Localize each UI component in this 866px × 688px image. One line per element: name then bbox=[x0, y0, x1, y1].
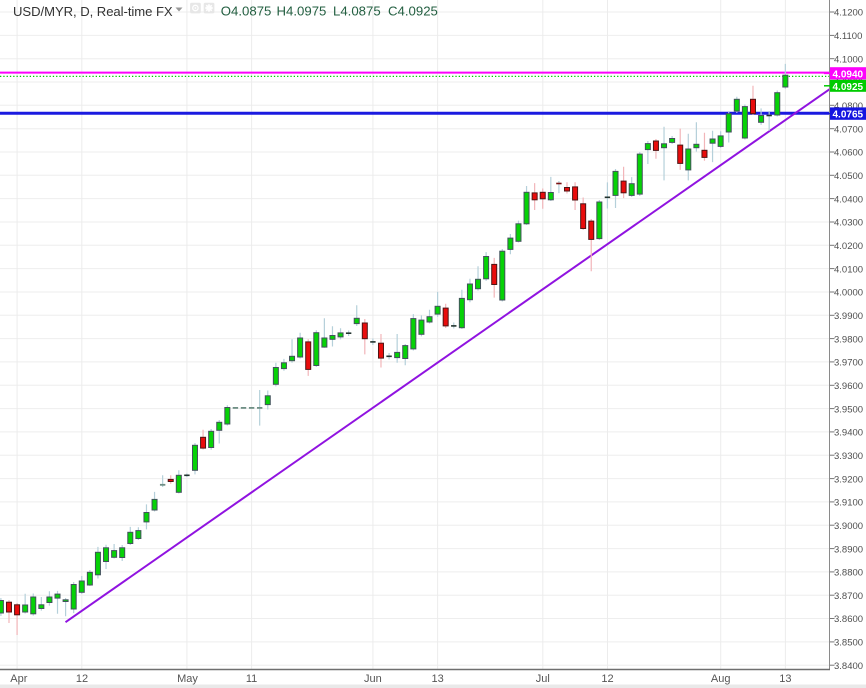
svg-text:11: 11 bbox=[246, 673, 257, 685]
svg-text:O4.0875: O4.0875 bbox=[221, 4, 272, 19]
svg-text:4.0500: 4.0500 bbox=[834, 171, 863, 182]
svg-text:3.8600: 3.8600 bbox=[834, 614, 863, 625]
svg-text:Apr: Apr bbox=[10, 673, 27, 685]
svg-text:3.8500: 3.8500 bbox=[834, 638, 863, 649]
svg-text:4.0925: 4.0925 bbox=[833, 82, 864, 93]
svg-text:3.9200: 3.9200 bbox=[834, 474, 863, 485]
svg-text:4.0600: 4.0600 bbox=[834, 148, 863, 159]
svg-text:3.9000: 3.9000 bbox=[834, 521, 863, 532]
svg-text:4.0800: 4.0800 bbox=[834, 101, 863, 112]
svg-text:4.0100: 4.0100 bbox=[834, 264, 863, 275]
svg-text:3.9700: 3.9700 bbox=[834, 358, 863, 369]
svg-text:4.0940: 4.0940 bbox=[833, 69, 864, 80]
svg-text:4.1000: 4.1000 bbox=[834, 54, 863, 65]
svg-text:3.9300: 3.9300 bbox=[834, 451, 863, 462]
svg-text:4.0700: 4.0700 bbox=[834, 124, 863, 135]
svg-text:May: May bbox=[177, 673, 198, 685]
svg-text:H4.0975: H4.0975 bbox=[277, 4, 327, 19]
svg-text:12: 12 bbox=[601, 673, 613, 685]
svg-text:3.8900: 3.8900 bbox=[834, 544, 863, 555]
svg-text:3.9900: 3.9900 bbox=[834, 311, 863, 322]
svg-text:3.9500: 3.9500 bbox=[834, 404, 863, 415]
svg-text:4.0400: 4.0400 bbox=[834, 194, 863, 205]
svg-text:3.9800: 3.9800 bbox=[834, 334, 863, 345]
svg-text:L4.0875: L4.0875 bbox=[333, 4, 381, 19]
svg-text:Aug: Aug bbox=[711, 673, 731, 685]
svg-text:3.9400: 3.9400 bbox=[834, 428, 863, 439]
svg-text:13: 13 bbox=[431, 673, 443, 685]
svg-text:3.9100: 3.9100 bbox=[834, 498, 863, 509]
svg-text:USD/MYR, D, Real-time FX: USD/MYR, D, Real-time FX bbox=[13, 4, 173, 19]
svg-text:3.8800: 3.8800 bbox=[834, 568, 863, 579]
svg-text:4.0000: 4.0000 bbox=[834, 288, 863, 299]
svg-text:Jul: Jul bbox=[536, 673, 550, 685]
svg-text:13: 13 bbox=[779, 673, 791, 685]
svg-text:4.0765: 4.0765 bbox=[833, 110, 864, 121]
svg-text:3.9600: 3.9600 bbox=[834, 381, 863, 392]
svg-text:4.0300: 4.0300 bbox=[834, 218, 863, 229]
svg-text:Jun: Jun bbox=[364, 673, 382, 685]
svg-text:3.8400: 3.8400 bbox=[834, 661, 863, 672]
svg-text:4.1200: 4.1200 bbox=[834, 8, 863, 19]
svg-text:4.0200: 4.0200 bbox=[834, 241, 863, 252]
svg-text:4.1100: 4.1100 bbox=[834, 31, 862, 42]
svg-text:C4.0925: C4.0925 bbox=[388, 4, 438, 19]
svg-text:3.8700: 3.8700 bbox=[834, 591, 863, 602]
svg-text:12: 12 bbox=[76, 673, 88, 685]
